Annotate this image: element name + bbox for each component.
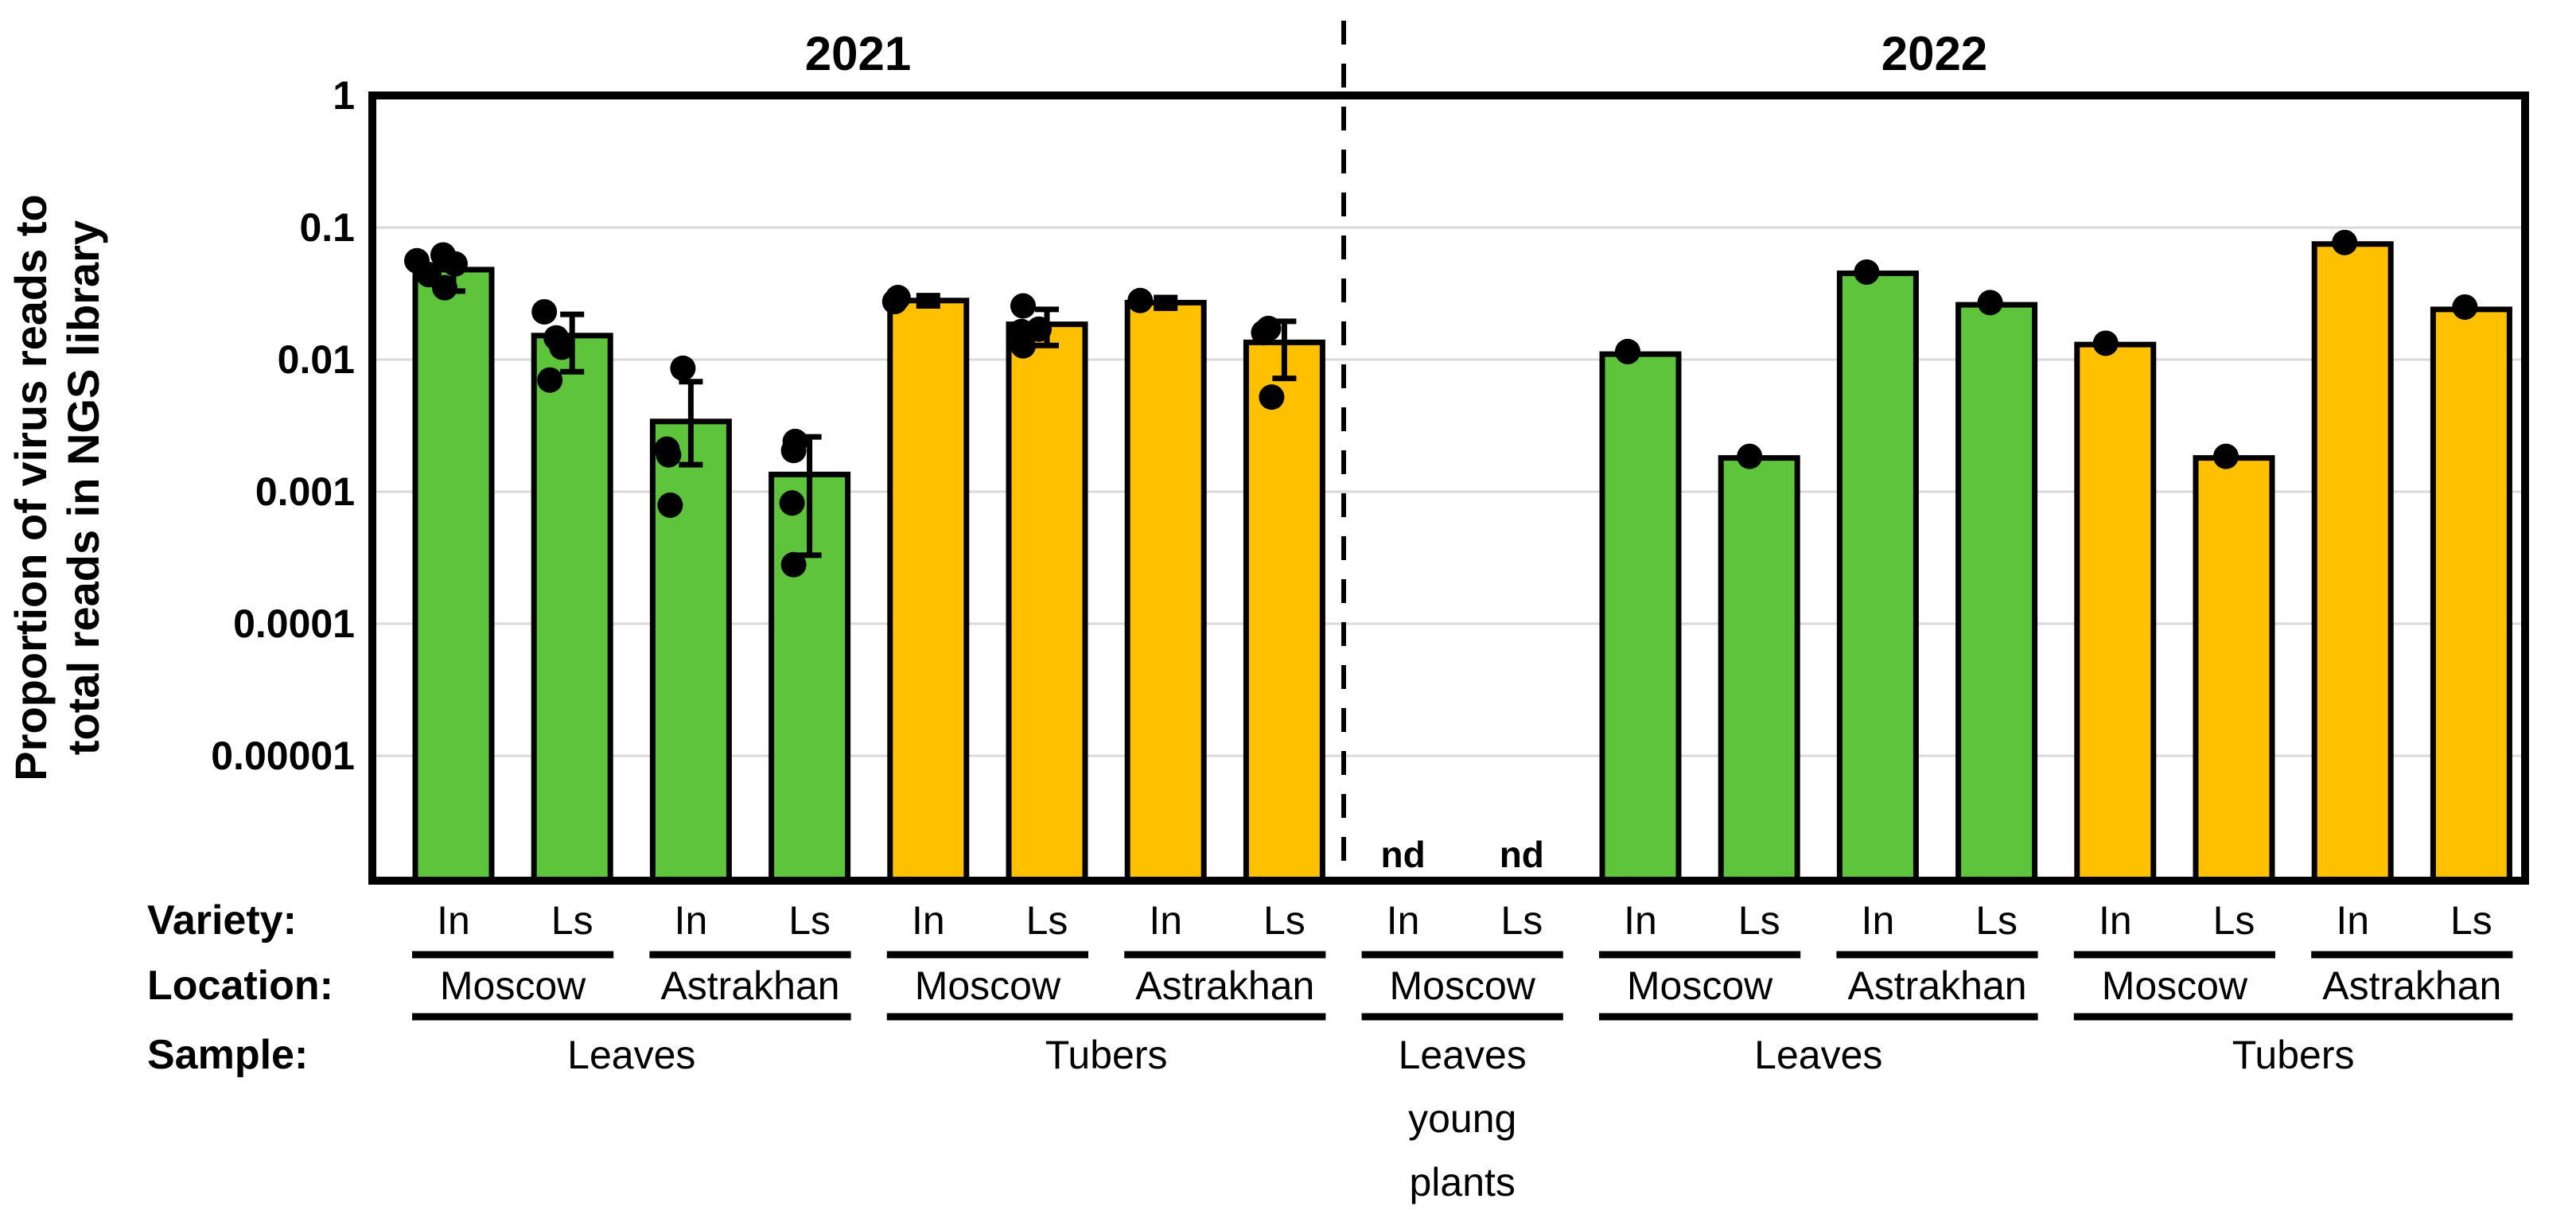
bar-2021-Tubers-Astrakhan-In <box>1124 299 1207 884</box>
data-point-2021-Moscow-Ls-0 <box>531 298 558 325</box>
nd-label-2022-In: nd <box>1380 834 1425 875</box>
data-point-2021-Moscow-In-1 <box>881 289 908 315</box>
data-point-2021-Moscow-In-2 <box>442 251 468 277</box>
data-point-2021-Moscow-Ls-2 <box>549 334 575 360</box>
data-point-2021-Moscow-Ls-3 <box>537 367 563 393</box>
variety-label-5-Ls: Ls <box>1026 898 1068 943</box>
variety-label-17-Ls: Ls <box>2450 898 2492 943</box>
nd-label-2022-Ls: nd <box>1500 834 1544 875</box>
location-label-5-Moscow: Moscow <box>1627 963 1773 1008</box>
data-point-2022-Astrakhan-In-0 <box>1854 259 1880 285</box>
variety-label-12-In: In <box>1862 898 1895 943</box>
bar-2022-Leaves-Moscow-Ls <box>1718 455 1800 884</box>
y-axis-title-line-2: total reads in NGS library <box>58 220 108 755</box>
data-point-2021-Astrakhan-Ls-2 <box>1259 384 1285 411</box>
variety-label-4-In: In <box>912 898 945 943</box>
variety-label-6-In: In <box>1149 898 1182 943</box>
row-label-sample: Sample: <box>147 1032 308 1078</box>
bar-2022-Tubers-Moscow-Ls <box>2193 455 2275 884</box>
data-point-2022-Moscow-Ls-0 <box>1737 443 1763 469</box>
bar-2022-Leaves-Astrakhan-Ls <box>1955 302 2038 884</box>
data-point-2021-Astrakhan-Ls-2 <box>779 490 805 516</box>
bar-2021-Leaves-Astrakhan-In <box>649 418 732 884</box>
variety-label-2-In: In <box>675 898 708 943</box>
location-label-1-Astrakhan: Astrakhan <box>660 963 839 1008</box>
data-point-2021-Astrakhan-In-0 <box>1127 287 1154 313</box>
location-label-0-Moscow: Moscow <box>440 963 586 1008</box>
location-label-7-Moscow: Moscow <box>2102 963 2248 1008</box>
bar-2022-Tubers-Astrakhan-In <box>2311 241 2394 884</box>
variety-label-7-Ls: Ls <box>1263 898 1306 943</box>
variety-label-9-Ls: Ls <box>1500 898 1543 943</box>
sample-label-0-line-0: Leaves <box>567 1033 695 1077</box>
data-point-2022-Moscow-In-0 <box>2092 330 2119 356</box>
variety-label-15-Ls: Ls <box>2213 898 2255 943</box>
variety-label-10-In: In <box>1624 898 1657 943</box>
data-point-2022-Astrakhan-In-0 <box>2332 229 2358 255</box>
y-tick-label-0.00001: 0.00001 <box>211 734 355 778</box>
variety-label-14-In: In <box>2099 898 2132 943</box>
data-point-2022-Astrakhan-Ls-0 <box>2452 294 2478 320</box>
data-point-2021-Moscow-In-4 <box>432 274 457 301</box>
plot-frame <box>368 91 2529 885</box>
variety-label-16-In: In <box>2336 898 2369 943</box>
sample-label-1-line-0: Tubers <box>1045 1033 1168 1077</box>
sample-label-4-line-0: Tubers <box>2232 1033 2355 1077</box>
bar-2022-Leaves-Moscow-In <box>1599 351 1682 884</box>
bar-2021-Leaves-Moscow-In <box>412 267 495 884</box>
bar-2022-Tubers-Astrakhan-Ls <box>2430 306 2512 884</box>
data-point-2021-Astrakhan-Ls-1 <box>780 438 807 464</box>
bar-2021-Leaves-Moscow-Ls <box>531 333 613 884</box>
sample-label-2-line-1: young <box>1408 1096 1516 1141</box>
location-label-2-Moscow: Moscow <box>915 963 1061 1008</box>
variety-label-3-Ls: Ls <box>788 898 831 943</box>
data-point-2022-Astrakhan-Ls-0 <box>1977 290 2003 316</box>
bar-2021-Tubers-Moscow-Ls <box>1006 321 1088 884</box>
data-point-2021-Astrakhan-In-3 <box>657 492 683 518</box>
data-point-2022-Moscow-Ls-0 <box>2213 443 2239 469</box>
bar-2021-Tubers-Moscow-In <box>887 298 970 884</box>
row-label-location: Location: <box>147 963 333 1009</box>
location-label-8-Astrakhan: Astrakhan <box>2322 963 2501 1008</box>
variety-label-11-Ls: Ls <box>1738 898 1780 943</box>
data-point-2021-Astrakhan-Ls-1 <box>1251 320 1277 346</box>
y-tick-label-0.01: 0.01 <box>278 337 355 382</box>
y-tick-label-0.0001: 0.0001 <box>233 601 355 646</box>
data-point-2021-Moscow-Ls-0 <box>1010 293 1036 319</box>
location-label-6-Astrakhan: Astrakhan <box>1847 963 2026 1008</box>
year-title-2021: 2021 <box>805 27 911 80</box>
data-point-2021-Astrakhan-Ls-3 <box>780 551 807 578</box>
y-tick-label-0.1: 0.1 <box>299 205 355 250</box>
location-label-3-Astrakhan: Astrakhan <box>1135 963 1314 1008</box>
variety-label-1-Ls: Ls <box>551 898 593 943</box>
sample-label-2-line-0: Leaves <box>1399 1033 1527 1077</box>
data-point-2021-Astrakhan-In-0 <box>670 355 696 381</box>
data-point-2021-Astrakhan-In-2 <box>656 442 682 468</box>
sample-label-3-line-0: Leaves <box>1754 1033 1882 1077</box>
bar-2022-Leaves-Astrakhan-In <box>1836 270 1919 884</box>
y-tick-label-0.001: 0.001 <box>255 469 355 514</box>
bar-2022-Tubers-Moscow-In <box>2074 341 2157 884</box>
variety-label-13-Ls: Ls <box>1975 898 2018 943</box>
location-label-4-Moscow: Moscow <box>1390 963 1536 1008</box>
y-axis-title-line-1: Proportion of virus reads to <box>6 194 56 780</box>
variety-label-0-In: In <box>437 898 470 943</box>
bar-2021-Tubers-Astrakhan-Ls <box>1243 339 1325 884</box>
variety-label-8-In: In <box>1387 898 1420 943</box>
data-point-2022-Moscow-In-0 <box>1615 338 1640 364</box>
y-tick-label-1: 1 <box>333 73 355 118</box>
data-point-2021-Moscow-Ls-3 <box>1010 333 1036 359</box>
year-title-2022: 2022 <box>1881 27 1987 80</box>
row-label-variety: Variety: <box>147 897 297 944</box>
sample-label-2-line-2: plants <box>1409 1160 1515 1204</box>
